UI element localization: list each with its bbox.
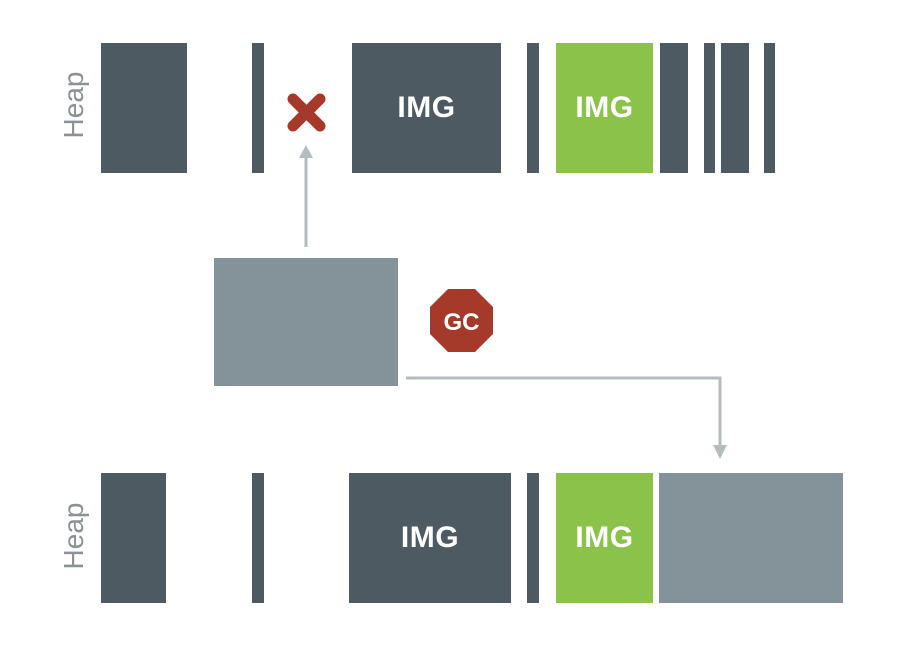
gc-badge-label: GC: [444, 309, 480, 336]
gc-badge: GC: [430, 289, 493, 352]
top-heap-block-4: [660, 43, 688, 173]
top-heap-block-6: [721, 43, 749, 173]
top-img-dark-label: IMG: [397, 91, 456, 124]
bottom-heap-block-1: [101, 473, 166, 603]
stop-sign-icon: [430, 289, 493, 352]
new-allocation-block: [214, 258, 398, 386]
bottom-heap-moved-block: [659, 473, 843, 603]
x-mark-icon: [287, 93, 326, 132]
bottom-heap-img-green: IMG: [556, 473, 653, 603]
up-arrow: [299, 145, 313, 247]
top-heap-img-dark: IMG: [352, 43, 501, 173]
bottom-img-green-label: IMG: [575, 521, 634, 554]
top-heap-block-5: [704, 43, 715, 173]
top-heap-block-1: [101, 43, 187, 173]
top-heap-img-green: IMG: [556, 43, 653, 173]
bottom-heap-block-3: [527, 473, 539, 603]
bottom-heap-block-2: [252, 473, 264, 603]
top-img-green-label: IMG: [575, 91, 634, 124]
top-heap-block-7: [764, 43, 775, 173]
top-heap-block-3: [527, 43, 539, 173]
top-heap-block-2: [252, 43, 264, 173]
bottom-img-dark-label: IMG: [400, 521, 460, 554]
relocate-arrow: [406, 376, 727, 459]
bottom-heap-img-dark: IMG: [349, 473, 511, 603]
